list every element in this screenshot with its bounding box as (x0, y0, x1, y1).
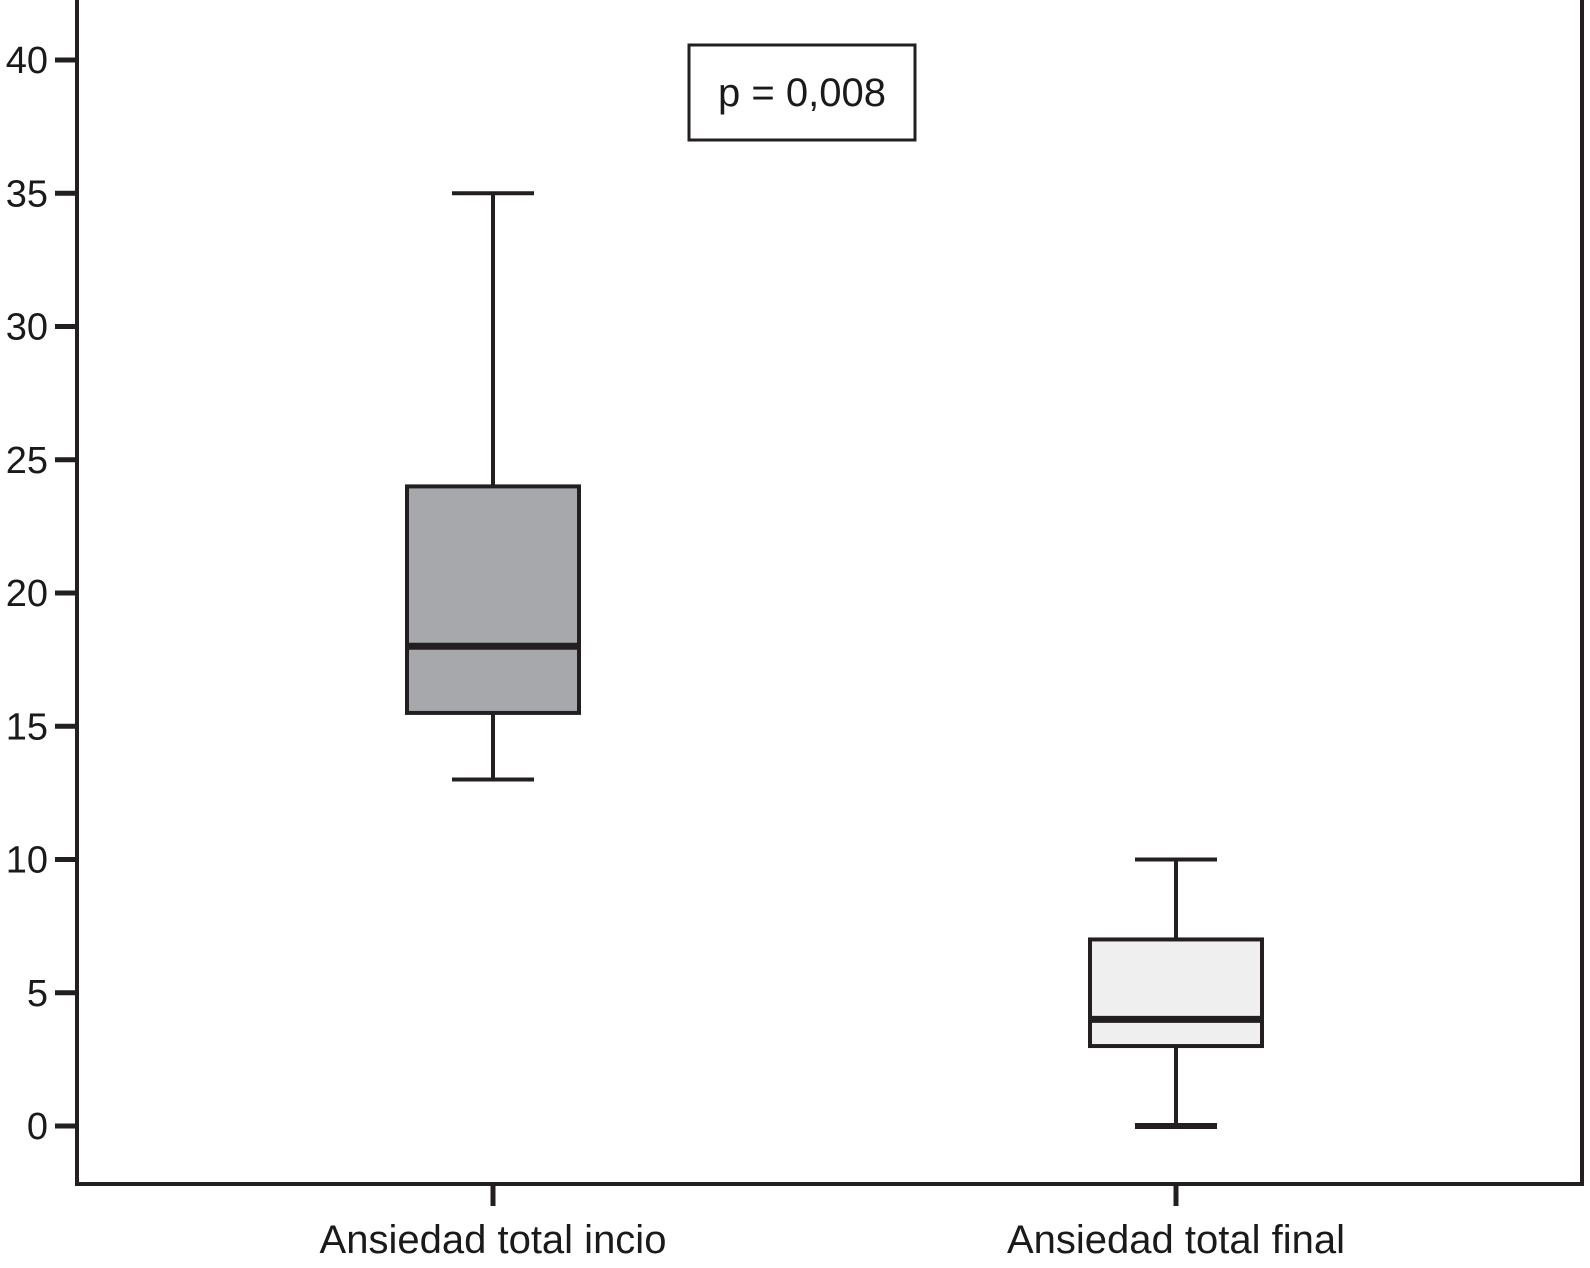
iqr-box (1088, 937, 1264, 1049)
x-category-label: Ansiedad total final (1007, 1218, 1345, 1262)
y-tick-label: 35 (6, 173, 48, 215)
y-tick-label: 15 (6, 706, 48, 748)
y-tick-label: 30 (6, 307, 48, 349)
p-value-annotation: p = 0,008 (687, 43, 917, 142)
box-group (1088, 857, 1264, 1129)
y-tick-label: 5 (27, 973, 48, 1015)
y-tick-label: 10 (6, 840, 48, 882)
annotation-text: p = 0,008 (718, 71, 886, 115)
box-series (405, 191, 1264, 1129)
y-tick-label: 20 (6, 573, 48, 615)
iqr-box (405, 484, 581, 715)
y-tick-label: 40 (6, 40, 48, 82)
y-tick-label: 25 (6, 440, 48, 482)
y-axis: 0 5 10 15 20 25 30 35 40 (6, 40, 77, 1148)
x-category-label: Ansiedad total incio (320, 1218, 667, 1262)
box-group (405, 191, 581, 782)
plot-frame (75, 0, 1584, 1186)
x-axis: Ansiedad total incio Ansiedad total final (320, 1184, 1345, 1262)
y-tick-label: 0 (27, 1106, 48, 1148)
annotation-box (687, 43, 917, 142)
